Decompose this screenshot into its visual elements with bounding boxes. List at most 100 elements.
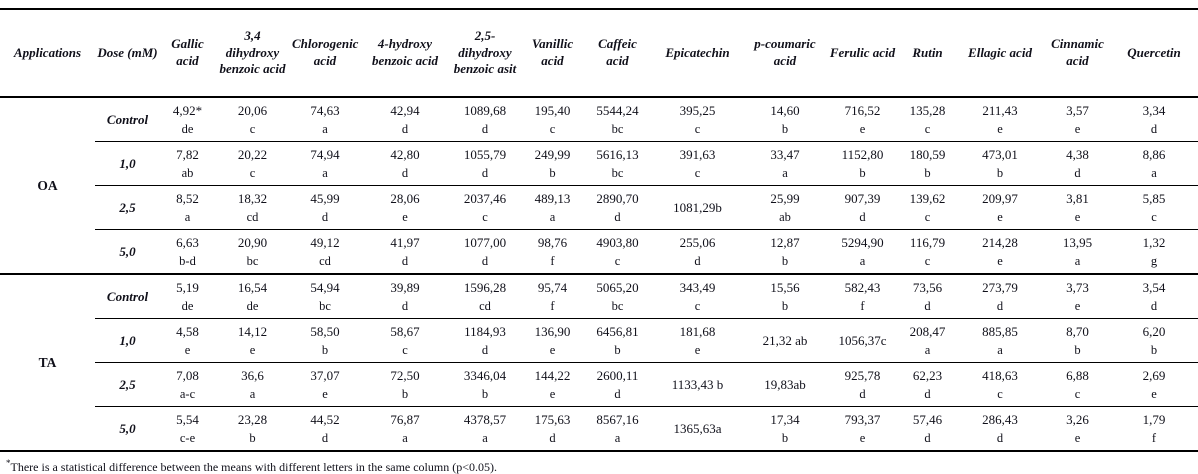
column-header: 2,5-dihydroxy benzoic asit: [450, 9, 520, 98]
cell-value: 8,86: [1142, 146, 1166, 162]
column-header: Epicatechin: [650, 9, 745, 98]
cell-letter: d: [401, 121, 409, 136]
dose-cell: 1,0: [95, 318, 160, 363]
data-cell: 23,28 b: [215, 406, 290, 452]
cell-value: 211,43: [982, 102, 1018, 118]
cell-value: 13,95: [1062, 234, 1093, 250]
data-cell: 4,92* de: [160, 97, 215, 142]
cell-letter: a: [402, 430, 408, 445]
column-header: 4-hydroxy benzoic acid: [360, 9, 450, 98]
cell-value: 5544,24: [596, 102, 639, 118]
cell-letter: ab: [779, 209, 791, 224]
cell-value: 1,79: [1142, 411, 1166, 427]
data-cell: 5,54 c-e: [160, 406, 215, 452]
cell-letter: d: [401, 253, 409, 268]
cell-letter: bc: [611, 121, 624, 136]
cell-letter: d: [996, 430, 1004, 445]
data-cell: 98,76 f: [520, 229, 585, 275]
cell-letter: d: [481, 165, 489, 180]
cell-letter: de: [181, 121, 194, 136]
cell-letter: e: [402, 209, 408, 224]
cell-value: 3,34: [1142, 102, 1166, 118]
data-cell: 1,79 f: [1110, 406, 1198, 452]
data-cell: 135,28 c: [900, 97, 955, 142]
cell-value: 23,28: [237, 411, 268, 427]
cell-letter: e: [997, 121, 1003, 136]
cell-value: 1056,37c: [838, 333, 887, 348]
data-cell: 3346,04 b: [450, 362, 520, 407]
data-cell: 13,95 a: [1045, 229, 1110, 275]
cell-letter: a: [924, 342, 931, 357]
cell-value: 19,83ab: [764, 377, 806, 392]
cell-letter: f: [1151, 430, 1157, 445]
data-cell: 57,46 d: [900, 406, 955, 452]
cell-value: 6,63: [176, 234, 199, 250]
cell-letter: c: [924, 253, 931, 268]
data-cell: 1056,37c: [825, 318, 900, 363]
cell-letter: c: [997, 386, 1003, 401]
cell-value: 21,32 ab: [762, 333, 808, 348]
data-cell: 39,89 d: [360, 274, 450, 319]
data-cell: 7,82 ab: [160, 141, 215, 186]
data-cell: 21,32 ab: [745, 318, 825, 363]
table-row: TA Control 5,19 de 16,54 de 54,94 bc 39,89 d 1596,…: [0, 274, 1198, 452]
cell-letter: bc: [319, 298, 331, 313]
cell-letter: e: [997, 209, 1003, 224]
cell-value: 17,34: [770, 411, 800, 427]
column-header: Cinnamic acid: [1045, 9, 1110, 98]
cell-value: 42,94: [390, 102, 420, 118]
cell-letter: d: [481, 253, 489, 268]
cell-value: 58,50: [310, 323, 340, 339]
cell-letter: d: [321, 430, 329, 445]
cell-value: 8567,16: [596, 411, 639, 427]
cell-value: 16,54: [237, 279, 268, 295]
cell-value: 139,62: [909, 190, 946, 206]
data-cell: 8,70 b: [1045, 318, 1110, 363]
data-cell: 20,22 c: [215, 141, 290, 186]
cell-value: 2,69: [1142, 367, 1166, 383]
table-row: OA Control 4,92* de 20,06 c 74,63 a 42,94 d 1089,6…: [0, 97, 1198, 275]
cell-value: 42,80: [390, 146, 420, 162]
cell-value: 36,6: [241, 367, 264, 383]
data-cell: 20,90 bc: [215, 229, 290, 275]
data-cell: 255,06 d: [650, 229, 745, 275]
footnote: *There is a statistical difference betwe…: [6, 458, 1198, 474]
data-cell: 489,13 a: [520, 185, 585, 230]
data-cell: 2890,70 d: [585, 185, 650, 230]
cell-value: 175,63: [534, 411, 571, 427]
cell-letter: a-c: [179, 386, 196, 401]
data-cell: 37,07 e: [290, 362, 360, 407]
cell-value: 136,90: [534, 323, 571, 339]
cell-value: 925,78: [844, 367, 881, 383]
cell-value: 76,87: [390, 411, 420, 427]
cell-value: 18,32: [237, 190, 268, 206]
cell-letter: c: [249, 121, 256, 136]
cell-value: 57,46: [912, 411, 943, 427]
dose-cell: 2,5: [95, 185, 160, 230]
column-header: Applications: [0, 9, 95, 98]
cell-letter: a: [322, 121, 328, 136]
cell-value: 3346,04: [463, 367, 507, 383]
cell-value: 5,85: [1142, 190, 1166, 206]
data-cell: 3,57 e: [1045, 97, 1110, 142]
cell-value: 3,57: [1066, 102, 1089, 118]
cell-letter: e: [1074, 121, 1081, 136]
data-cell: 15,56 b: [745, 274, 825, 319]
cell-value: 5616,13: [596, 146, 639, 162]
column-header: Ellagic acid: [955, 9, 1045, 98]
cell-letter: e: [249, 342, 256, 357]
data-cell: 286,43 d: [955, 406, 1045, 452]
data-cell: 907,39 d: [825, 185, 900, 230]
data-cell: 395,25 c: [650, 97, 745, 142]
cell-value: 28,06: [390, 190, 420, 206]
data-cell: 214,28 e: [955, 229, 1045, 275]
cell-letter: d: [1150, 121, 1158, 136]
cell-letter: b: [401, 386, 409, 401]
data-cell: 42,94 d: [360, 97, 450, 142]
cell-letter: b: [249, 430, 256, 445]
cell-value: 214,28: [982, 234, 1018, 250]
table-row: 2,5 7,08 a-c 36,6 a 37,07 e 72,50 b 3346,04 b 144,2…: [0, 362, 1198, 407]
cell-value: 907,39: [844, 190, 881, 206]
data-cell: 73,56 d: [900, 274, 955, 319]
data-cell: 2,69 e: [1110, 362, 1198, 407]
